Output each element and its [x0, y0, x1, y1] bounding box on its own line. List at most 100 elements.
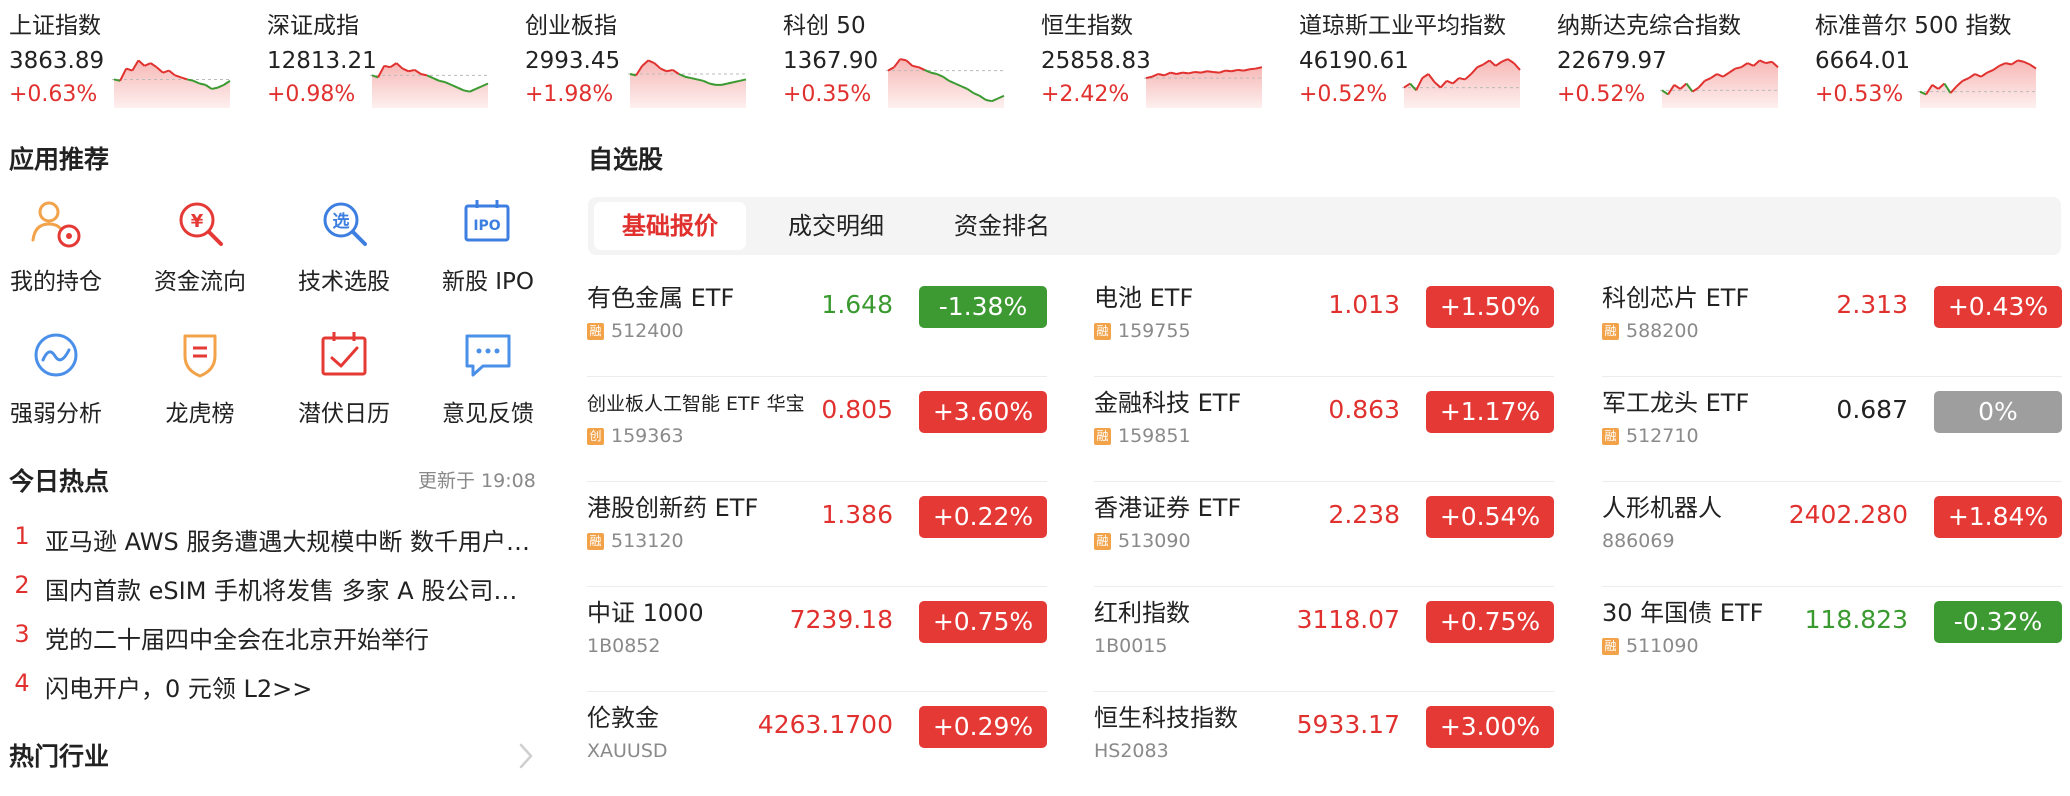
- sparkline-segment: [2023, 60, 2031, 66]
- tab-fund-ranking[interactable]: 资金排名: [954, 212, 1050, 240]
- stock-code: 513090: [1118, 530, 1191, 552]
- index-card[interactable]: 科创 50 1367.90 +0.35%: [774, 0, 1032, 112]
- sparkline-segment: [137, 59, 146, 67]
- index-card[interactable]: 上证指数 3863.89 +0.63%: [0, 0, 258, 112]
- stock-name: 军工龙头 ETF: [1602, 389, 1750, 417]
- margin-badge: 融: [1094, 322, 1111, 340]
- app-money-search[interactable]: ¥ 资金流向: [130, 194, 270, 314]
- sparkline-segment: [432, 77, 440, 82]
- tab-trade-details[interactable]: 成交明细: [788, 212, 884, 240]
- index-card[interactable]: 恒生指数 25858.83 +2.42%: [1032, 0, 1290, 112]
- hot-title: 今日热点: [9, 467, 110, 496]
- app-select-stock-search[interactable]: 选技术选股: [274, 194, 414, 314]
- stock-row[interactable]: 创业板人工智能 ETF 华宝创 159363 0.805 +3.60%: [587, 377, 1047, 482]
- sparkline-segment: [930, 71, 938, 75]
- index-value: 46190.61: [1299, 48, 1409, 74]
- sparkline-segment: [1243, 68, 1251, 72]
- app-wave-circle[interactable]: 强弱分析: [0, 326, 126, 446]
- app-shield-badge[interactable]: 龙虎榜: [130, 326, 270, 446]
- index-sparkline: [886, 58, 1006, 108]
- index-value: 6664.01: [1815, 48, 1911, 74]
- stock-row[interactable]: 军工龙头 ETF 融 512710 0.687 0%: [1602, 377, 2062, 482]
- sparkline-segment: [395, 62, 404, 70]
- sparkline-area: [372, 63, 488, 108]
- index-card[interactable]: 深证成指 12813.21 +0.98%: [258, 0, 516, 112]
- index-card[interactable]: 纳斯达克综合指数 22679.97 +0.52%: [1548, 0, 1806, 112]
- hot-news-item[interactable]: 3 党的二十届四中全会在北京开始举行: [9, 620, 539, 664]
- stock-row[interactable]: 中证 1000 1B0852 7239.18 +0.75%: [587, 587, 1047, 692]
- sparkline-segment: [1157, 73, 1165, 77]
- app-person-holdings[interactable]: 我的持仓: [0, 194, 126, 314]
- sparkline-segment: [2011, 59, 2019, 66]
- index-sparkline: [1660, 59, 1780, 108]
- sparkline-segment: [1925, 84, 1934, 95]
- stock-code-row: 融 159755: [1094, 320, 1191, 342]
- sparkline-segment: [1213, 70, 1220, 74]
- sparkline-segment: [1446, 79, 1454, 85]
- stock-row[interactable]: 金融科技 ETF 融 159851 0.863 +1.17%: [1094, 377, 1554, 482]
- stock-row[interactable]: 有色金属 ETF 融 512400 1.648 -1.38%: [587, 272, 1047, 377]
- index-card[interactable]: 创业板指 2993.45 +1.98%: [516, 0, 774, 112]
- app-ipo[interactable]: IPO 新股 IPO: [418, 194, 558, 314]
- sparkline-segment: [702, 79, 710, 85]
- sparkline-segment: [635, 65, 644, 76]
- stock-row[interactable]: 港股创新药 ETF 融 513120 1.386 +0.22%: [587, 482, 1047, 587]
- hot-news-item[interactable]: 4 闪电开户，0 元领 L2>>: [9, 669, 539, 713]
- sparkline-segment: [1182, 71, 1189, 75]
- stock-row[interactable]: 香港证券 ETF 融 513090 2.238 +0.54%: [1094, 482, 1554, 587]
- stock-name: 科创芯片 ETF: [1602, 284, 1750, 312]
- stock-code: 159755: [1118, 320, 1191, 342]
- sparkline-segment: [1661, 89, 1669, 96]
- stock-name: 创业板人工智能 ETF 华宝: [587, 393, 805, 415]
- stock-name: 港股创新药 ETF: [587, 494, 759, 522]
- sparkline-segment: [887, 66, 895, 72]
- stock-row[interactable]: 伦敦金 XAUUSD 4263.1700 +0.29%: [587, 692, 1047, 796]
- sparkline-segment: [690, 77, 698, 81]
- index-card[interactable]: 道琼斯工业平均指数 46190.61 +0.52%: [1290, 0, 1548, 112]
- sparkline-segment: [457, 86, 464, 92]
- tab-basic-quote[interactable]: 基础报价: [594, 202, 746, 250]
- sparkline-segment: [192, 79, 200, 85]
- chevron-right-icon[interactable]: [518, 742, 534, 770]
- stock-code: 159363: [611, 425, 684, 447]
- sparkline-area: [1146, 67, 1262, 108]
- sparkline-segment: [1470, 66, 1479, 75]
- stock-row[interactable]: 恒生科技指数 HS2083 5933.17 +3.00%: [1094, 692, 1554, 796]
- stock-code-row: 融 513090: [1094, 530, 1191, 552]
- stock-code: 1B0015: [1094, 635, 1168, 657]
- app-label: 资金流向: [154, 269, 246, 295]
- app-chat-feedback[interactable]: 意见反馈: [418, 326, 558, 446]
- stock-change-badge: +0.75%: [1426, 601, 1554, 643]
- sparkline-segment: [1771, 61, 1779, 68]
- sparkline-segment: [1513, 62, 1521, 71]
- sparkline-segment: [905, 59, 914, 67]
- sparkline-segment: [960, 85, 968, 90]
- sparkline-segment: [1740, 62, 1749, 69]
- index-name: 创业板指: [525, 13, 617, 39]
- stock-row[interactable]: 30 年国债 ETF 融 511090 118.823 -0.32%: [1602, 587, 2062, 691]
- hot-news-item[interactable]: 2 国内首款 eSIM 手机将发售 多家 A 股公司有望受益: [9, 571, 539, 615]
- sparkline-area: [114, 60, 230, 108]
- sparkline-segment: [414, 69, 422, 75]
- index-card[interactable]: 标准普尔 500 指数 6664.01 +0.53%: [1806, 0, 2064, 112]
- index-change: +0.63%: [9, 82, 98, 107]
- stock-row[interactable]: 人形机器人 886069 2402.280 +1.84%: [1602, 482, 2062, 587]
- sparkline-segment: [1974, 73, 1982, 78]
- stock-row[interactable]: 红利指数 1B0015 3118.07 +0.75%: [1094, 587, 1554, 692]
- sparkline-segment: [180, 76, 188, 81]
- index-name: 深证成指: [267, 13, 359, 39]
- sparkline-segment: [1200, 70, 1208, 74]
- sparkline-segment: [125, 67, 133, 72]
- sparkline-segment: [1765, 60, 1773, 65]
- sparkline-segment: [1231, 68, 1238, 73]
- stock-row[interactable]: 电池 ETF 融 159755 1.013 +1.50%: [1094, 272, 1554, 377]
- index-sparkline: [1918, 59, 2038, 108]
- index-sparkline: [1402, 58, 1522, 108]
- app-calendar-check[interactable]: 潜伏日历: [274, 326, 414, 446]
- hot-news-item[interactable]: 1 亚马逊 AWS 服务遭遇大规模中断 数千用户受影响: [9, 522, 539, 566]
- stock-row[interactable]: 科创芯片 ETF 融 588200 2.313 +0.43%: [1602, 272, 2062, 377]
- sparkline-segment: [1507, 58, 1515, 64]
- sparkline-segment: [899, 58, 907, 62]
- stock-code: XAUUSD: [587, 740, 668, 762]
- sparkline-segment: [1452, 77, 1460, 85]
